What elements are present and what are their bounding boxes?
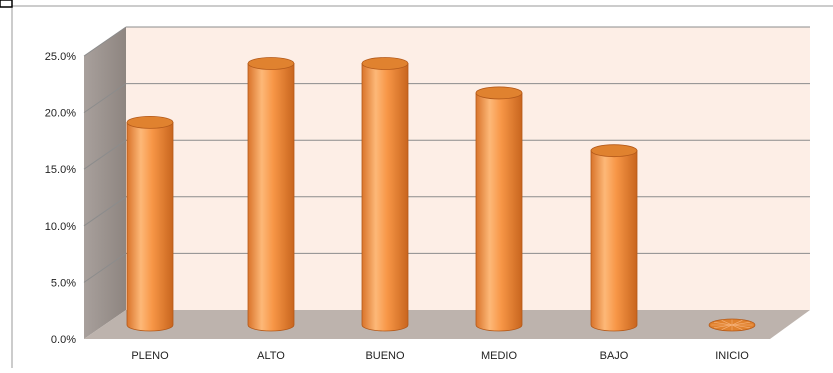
gridline-side [83,139,127,170]
x-category-labels: PLENO ALTO BUENO MEDIO BAJO INICIO [131,350,749,362]
bar-body [590,150,638,332]
x-category-label: ALTO [257,350,285,362]
bar-pleno [126,115,174,332]
bar-inicio [708,318,756,332]
gridline-side [83,252,127,283]
back-wall [126,27,810,310]
y-tick-labels: 0.0% 5.0% 10.0% 15.0% 20.0% 25.0% [45,51,76,346]
bar-bueno [361,57,409,332]
gridline-side [83,26,127,57]
y-tick-label: 15.0% [45,164,76,176]
x-category-label: BUENO [365,350,405,362]
x-category-label: BAJO [600,350,629,362]
y-tick-label: 25.0% [45,51,76,63]
bar-top [247,57,295,70]
y-tick-label: 10.0% [45,221,76,233]
y-tick-label: 0.0% [51,334,76,346]
bar-body [475,92,523,332]
bar-medio [475,86,523,332]
side-wall [84,27,126,339]
gridlines [83,26,810,283]
bar-top-spoke [714,322,750,328]
x-category-label: MEDIO [481,350,518,362]
bar-body [126,121,174,332]
bar-body [361,63,409,332]
bar-alto [247,57,295,332]
bars [126,57,756,332]
gridline-side [83,83,127,114]
bar-top [475,86,523,100]
y-tick-label: 20.0% [45,108,76,120]
gridline-side [83,196,127,227]
bar-top [361,57,409,70]
bar-bajo [590,144,638,332]
bar-body [247,63,295,332]
x-category-label: INICIO [715,350,749,362]
floor [84,310,810,339]
y-tick-label: 5.0% [51,277,76,289]
x-category-label: PLENO [131,350,169,362]
frame-corner-mark [0,0,13,8]
bar-top [126,115,174,129]
bar-top [590,144,638,158]
